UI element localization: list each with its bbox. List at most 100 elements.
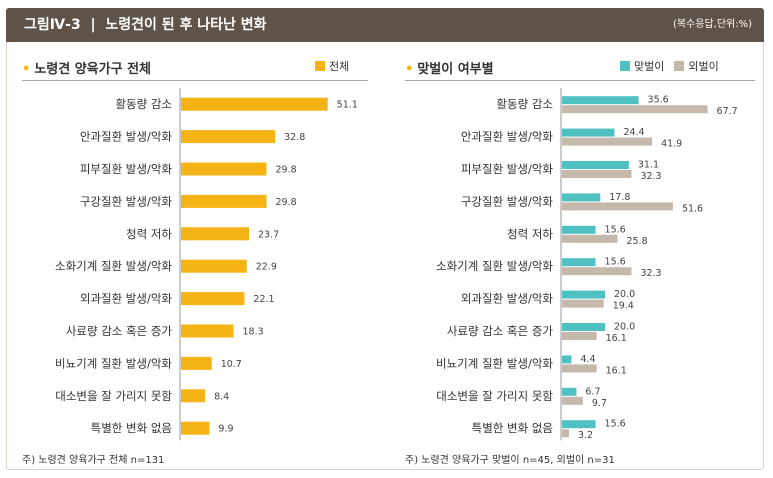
left-value-label: 22.1 <box>253 294 274 305</box>
right-value-label-single: 9.7 <box>592 398 607 409</box>
legend-label-dual: 맞벌이 <box>634 60 665 73</box>
right-category-label: 청력 저하 <box>507 227 553 241</box>
right-bar-dual <box>562 387 577 396</box>
left-bar-total <box>181 324 234 338</box>
legend-label-single: 외벌이 <box>688 60 719 73</box>
right-value-label-dual: 6.7 <box>585 386 600 397</box>
right-value-label-dual: 24.4 <box>623 127 644 138</box>
right-bar-single <box>562 396 583 405</box>
right-category-label: 외과질환 발생/악화 <box>461 292 554 306</box>
right-bar-single <box>562 137 653 146</box>
right-bar-single <box>562 170 632 178</box>
right-category-label: 구강질환 발생/악화 <box>461 194 554 208</box>
right-value-label-single: 19.4 <box>613 301 634 312</box>
figure-number: 그림Ⅳ-3 <box>24 17 81 33</box>
legend-item-total: 전체 <box>315 58 349 74</box>
left-bar-total <box>181 162 267 176</box>
right-value-label-dual: 15.6 <box>605 419 626 430</box>
right-bar-single <box>562 234 618 243</box>
right-bar-dual <box>562 128 615 137</box>
left-panel-title-text: 노령견 양육가구 전체 <box>34 62 152 77</box>
left-bar-total <box>181 259 247 273</box>
left-category-label: 소화기계 질환 발생/악화 <box>55 259 172 273</box>
right-category-label: 대소변을 잘 가리지 못함 <box>436 389 553 403</box>
right-value-label-dual: 31.1 <box>638 160 659 171</box>
right-bar-single <box>562 332 597 340</box>
left-bar-total <box>181 130 276 144</box>
left-value-label: 8.4 <box>214 391 229 402</box>
left-bar-total <box>181 389 206 403</box>
left-category-label: 사료량 감소 혹은 증가 <box>66 324 173 338</box>
left-value-label: 10.7 <box>221 359 242 370</box>
left-bar-total <box>181 356 212 370</box>
right-bar-dual <box>562 225 596 234</box>
title-separator: | <box>85 17 101 33</box>
right-value-label-dual: 15.6 <box>605 257 626 268</box>
right-category-label: 특별한 변화 없음 <box>472 421 553 435</box>
right-value-label-dual: 4.4 <box>580 354 595 365</box>
right-bar-single <box>562 364 597 373</box>
left-category-label: 대소변을 잘 가리지 못함 <box>55 389 172 403</box>
legend-item-dual: 맞벌이 <box>620 58 664 74</box>
right-category-label: 안과질환 발생/악화 <box>461 130 554 144</box>
right-value-label-single: 16.1 <box>606 333 627 344</box>
right-value-label-dual: 20.0 <box>614 322 635 333</box>
right-bar-dual <box>562 193 601 202</box>
left-bar-total <box>181 194 267 208</box>
right-panel-title: • 맞벌이 여부별 <box>405 58 494 77</box>
right-category-label: 소화기계 질환 발생/악화 <box>436 259 553 273</box>
left-category-label: 비뇨기계 질환 발생/악화 <box>55 356 172 370</box>
right-panel-title-text: 맞벌이 여부별 <box>417 62 494 77</box>
left-value-label: 51.1 <box>337 100 358 111</box>
legend-swatch-total <box>315 61 325 71</box>
left-value-label: 29.8 <box>276 197 297 208</box>
right-value-label-single: 25.8 <box>626 236 647 247</box>
right-bar-single <box>562 267 632 276</box>
right-value-label-dual: 15.6 <box>605 224 626 235</box>
left-value-label: 22.9 <box>256 262 277 273</box>
left-title-rule <box>22 80 368 81</box>
right-bar-dual <box>562 96 639 105</box>
right-category-label: 비뇨기계 질환 발생/악화 <box>436 356 553 370</box>
right-value-label-single: 32.3 <box>640 268 661 279</box>
right-bar-dual <box>562 323 605 331</box>
right-bar-single <box>562 429 569 438</box>
figure-title-text: 노령견이 된 후 나타난 변화 <box>105 17 267 33</box>
right-category-label: 활동량 감소 <box>496 97 553 111</box>
unit-note: (복수응답,단위:%) <box>672 19 752 30</box>
right-bar-single <box>562 202 673 211</box>
left-legend: 전체 <box>305 58 349 74</box>
right-bar-dual <box>562 420 596 429</box>
right-value-label-single: 16.1 <box>606 365 627 376</box>
left-panel-title: • 노령견 양육가구 전체 <box>22 58 151 77</box>
right-value-label-dual: 35.6 <box>648 95 669 106</box>
left-footnote: 주) 노령견 양육가구 전체 n=131 <box>22 455 165 466</box>
right-value-label-single: 3.2 <box>578 430 593 441</box>
legend-label-total: 전체 <box>329 60 350 73</box>
right-bar-single <box>562 105 708 114</box>
left-category-label: 구강질환 발생/악화 <box>80 194 173 208</box>
legend-swatch-single <box>674 61 685 71</box>
figure-title: 그림Ⅳ-3 | 노령견이 된 후 나타난 변화 <box>24 8 267 42</box>
left-category-label: 특별한 변화 없음 <box>91 421 172 435</box>
left-value-label: 23.7 <box>258 229 279 240</box>
left-bar-total <box>181 292 245 306</box>
right-bar-dual <box>562 161 629 169</box>
left-category-label: 피부질환 발생/악화 <box>80 162 173 176</box>
left-category-label: 안과질환 발생/악화 <box>80 130 173 144</box>
bullet-icon: • <box>22 62 31 77</box>
right-bar-dual <box>562 290 605 299</box>
right-value-label-single: 67.7 <box>717 106 738 117</box>
right-footnote: 주) 노령견 양육가구 맞벌이 n=45, 외벌이 n=31 <box>405 455 615 466</box>
left-bar-total <box>181 421 210 435</box>
right-value-label-single: 32.3 <box>640 171 661 182</box>
left-value-label: 29.8 <box>276 165 297 176</box>
right-bar-dual <box>562 258 596 267</box>
right-bar-dual <box>562 355 572 364</box>
left-value-label: 9.9 <box>218 424 233 435</box>
left-category-label: 외과질환 발생/악화 <box>80 292 173 306</box>
right-value-label-dual: 17.8 <box>609 192 630 203</box>
right-category-label: 사료량 감소 혹은 증가 <box>447 324 554 338</box>
left-bar-total <box>181 97 328 111</box>
